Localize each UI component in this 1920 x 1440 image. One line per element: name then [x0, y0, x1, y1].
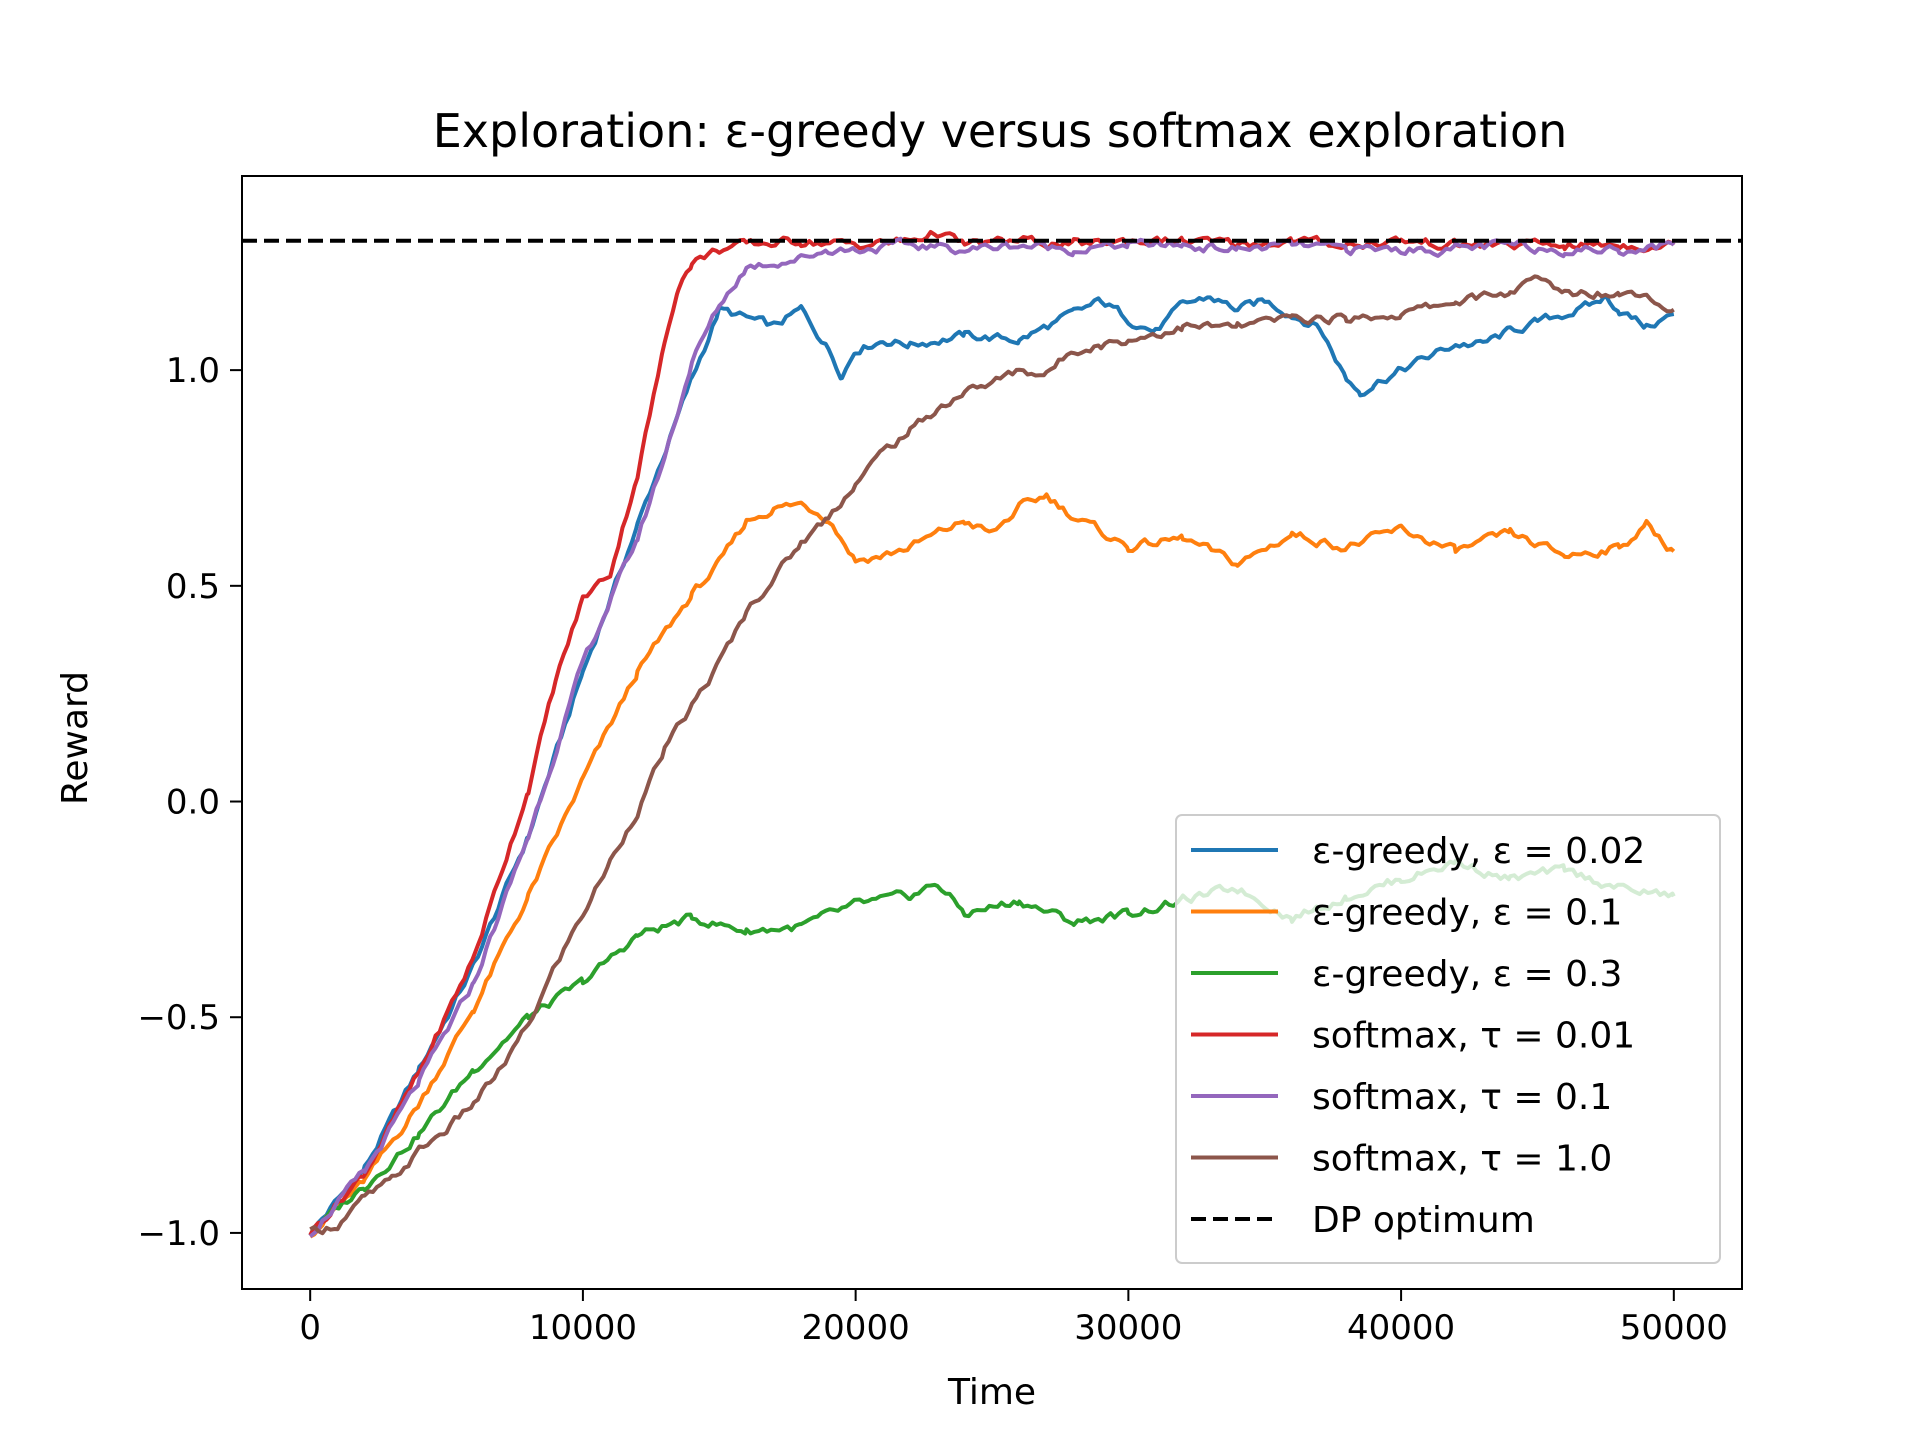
x-tick-label: 30000 [1074, 1308, 1182, 1348]
chart-title: Exploration: ε-greedy versus softmax exp… [433, 104, 1568, 158]
y-tick-label: −1.0 [137, 1214, 220, 1254]
x-tick-label: 0 [299, 1308, 321, 1348]
series-line-5 [309, 274, 1675, 1236]
x-tick-label: 20000 [802, 1308, 910, 1348]
y-tick-label: 1.0 [166, 351, 220, 391]
x-axis-label: Time [947, 1372, 1036, 1413]
legend: ε-greedy, ε = 0.02 ε-greedy, ε = 0.1 ε-gre… [1175, 814, 1721, 1264]
y-tick-label: 0.0 [166, 783, 220, 823]
legend-label: DP optimum [1312, 1200, 1535, 1241]
y-axis-label: Reward [55, 671, 96, 805]
y-tick-label: −0.5 [137, 998, 220, 1038]
legend-label: ε-greedy, ε = 0.3 [1312, 954, 1622, 995]
legend-label: softmax, τ = 0.1 [1312, 1077, 1612, 1118]
legend-box [1175, 814, 1721, 1264]
series-line-1 [309, 492, 1676, 1239]
legend-label: softmax, τ = 1.0 [1312, 1139, 1612, 1180]
plot-frame [241, 175, 1743, 1290]
axes-layer: 0 10000 20000 30000 40000 50000 −1.0 −0.5 0.0 0.5… [137, 175, 1743, 1348]
x-tick-label: 40000 [1347, 1308, 1455, 1348]
series-layer [242, 230, 1742, 1239]
series-line-4 [308, 236, 1676, 1238]
legend-label: softmax, τ = 0.01 [1312, 1016, 1635, 1057]
x-tick-label: 50000 [1620, 1308, 1728, 1348]
y-tick-label: 0.5 [166, 567, 220, 607]
legend-label: ε-greedy, ε = 0.02 [1312, 831, 1645, 872]
legend-label: ε-greedy, ε = 0.1 [1312, 893, 1622, 934]
x-tick-label: 10000 [529, 1308, 637, 1348]
